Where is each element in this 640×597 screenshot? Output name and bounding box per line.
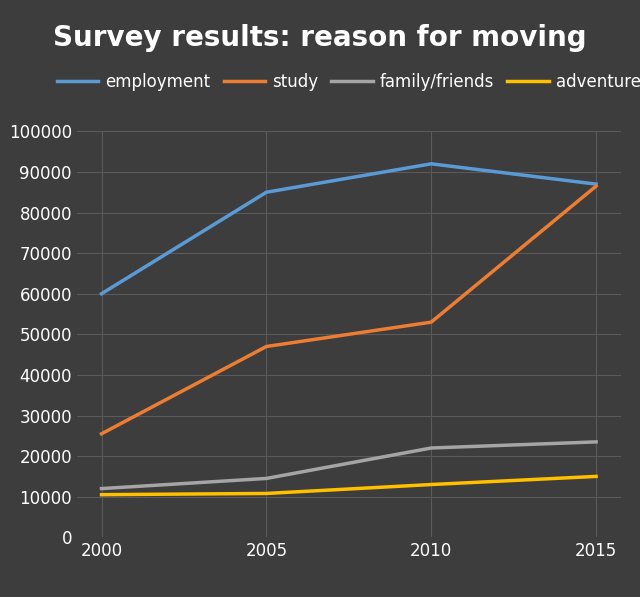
study	[262, 343, 270, 350]
employment	[428, 160, 435, 167]
family/friends	[262, 475, 270, 482]
Legend: employment, study, family/friends, adventure: employment, study, family/friends, adven…	[50, 67, 640, 98]
Text: Survey results: reason for moving: Survey results: reason for moving	[53, 24, 587, 52]
adventure	[592, 473, 600, 480]
employment	[592, 180, 600, 187]
Line: family/friends: family/friends	[102, 442, 596, 488]
family/friends	[98, 485, 106, 492]
study	[98, 430, 106, 438]
Line: adventure: adventure	[102, 476, 596, 495]
adventure	[98, 491, 106, 498]
adventure	[428, 481, 435, 488]
Line: employment: employment	[102, 164, 596, 294]
study	[428, 319, 435, 326]
employment	[262, 189, 270, 196]
employment	[98, 290, 106, 297]
study	[592, 183, 600, 190]
adventure	[262, 490, 270, 497]
family/friends	[428, 444, 435, 451]
family/friends	[592, 438, 600, 445]
Line: study: study	[102, 186, 596, 434]
